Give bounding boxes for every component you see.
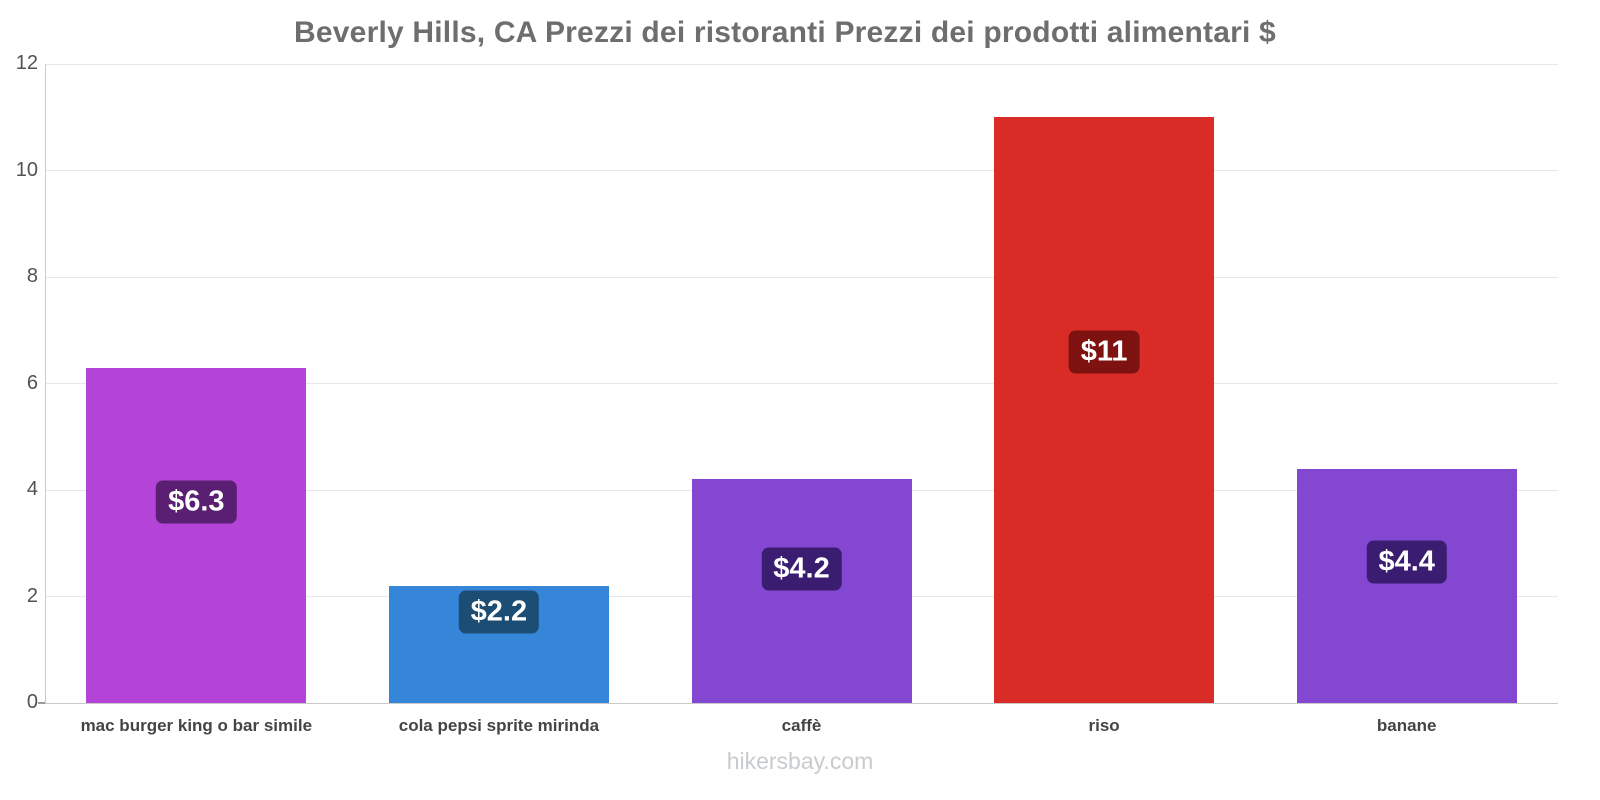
gridline [45,63,1558,65]
gridline [45,170,1558,171]
bar-value-badge: $4.2 [761,547,842,591]
y-tick-label: 4 [26,478,38,500]
y-tick-label: 8 [26,265,38,287]
x-axis-label: cola pepsi sprite mirinda [398,716,600,735]
y-tick-label: 12 [15,52,38,74]
x-axis-label: mac burger king o bar simile [80,716,313,735]
bar [994,117,1215,703]
gridline [45,276,1558,278]
gridline [45,702,1558,704]
x-axis-label: riso [1088,716,1120,735]
watermark-text: hikersbay.com [726,748,874,774]
y-tick-label: 2 [26,584,38,607]
chart-title: Beverly Hills, CA Prezzi dei ristoranti … [294,16,1276,49]
bar [86,367,307,703]
bar [1296,468,1517,703]
bar-value-badge: $11 [1068,330,1140,374]
bar-value-badge: $6.3 [156,480,237,524]
zero-tick [38,702,45,704]
y-tick-label: 0 [26,691,38,713]
x-axis-label: banane [1376,716,1437,735]
bar-value-badge: $4.4 [1366,540,1447,584]
gridline [45,383,1558,384]
x-axis-label: caffè [781,716,822,735]
y-axis-line [45,64,46,703]
bar [691,479,912,703]
y-tick-label: 10 [15,158,38,181]
y-tick-label: 6 [26,371,38,394]
bar-value-badge: $2.2 [458,590,540,634]
